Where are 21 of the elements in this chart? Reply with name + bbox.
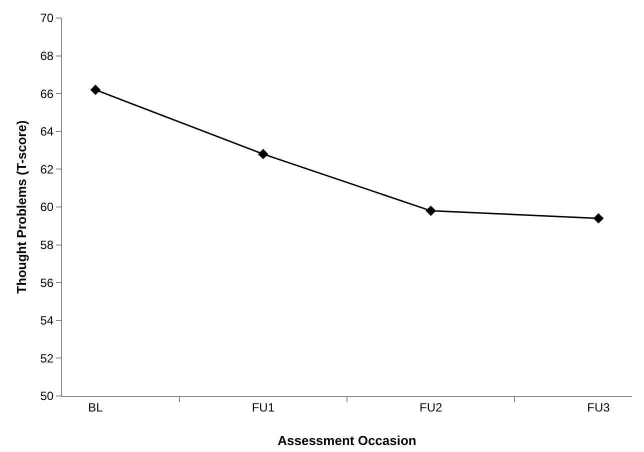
x-tick-label: FU2 [419,400,442,414]
point [593,213,604,224]
y-tick-label: 52 [40,351,54,366]
x-tick-label: FU1 [252,400,275,414]
y-axis-title: Thought Problems (T-score) [14,120,29,294]
y-tick-label: 54 [40,314,54,328]
point [90,84,101,96]
y-tick-label: 70 [40,11,54,26]
y-tick-label: 64 [40,124,54,139]
y-tick-label: 60 [40,200,54,214]
y-tick-label: 62 [40,162,54,176]
y-tick-label: 58 [40,238,54,252]
point [258,148,268,160]
x-tick-label: FU3 [587,400,610,414]
y-tick-label: 50 [40,389,54,404]
point [426,206,436,216]
y-tick-label: 66 [40,86,54,101]
y-tick-label: 56 [40,276,54,290]
x-axis-title: Assessment Occasion [278,433,416,448]
y-tick-label: 68 [40,49,54,63]
x-tick-label: BL [88,400,104,414]
